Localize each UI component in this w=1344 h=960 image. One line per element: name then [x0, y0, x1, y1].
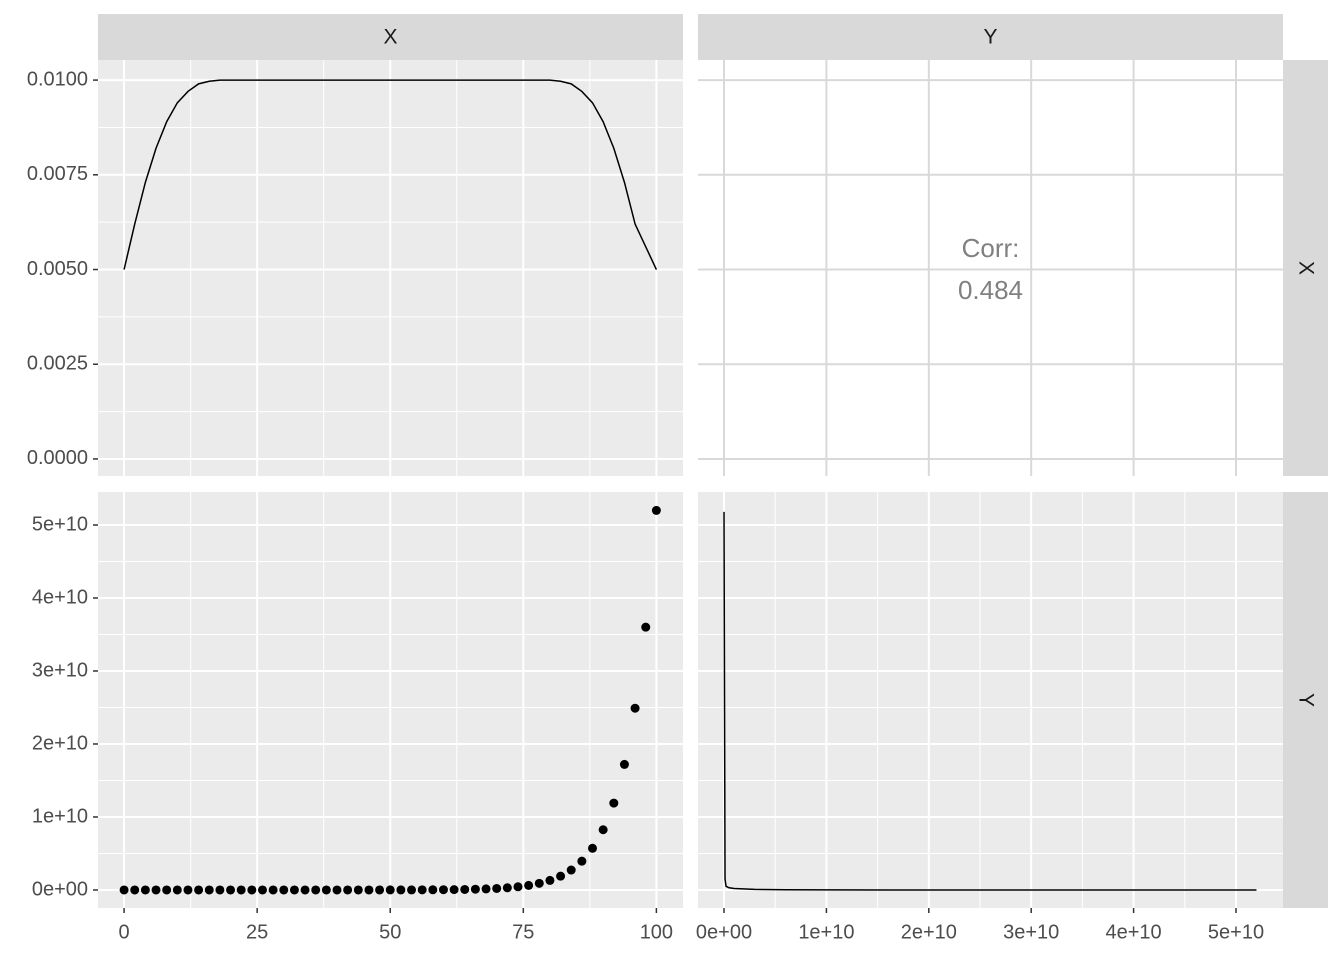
point — [364, 885, 374, 895]
point — [545, 875, 555, 885]
panel-background — [698, 492, 1283, 908]
point — [321, 885, 331, 895]
x-tick-label: 1e+10 — [798, 921, 854, 943]
strip — [98, 14, 683, 60]
point — [289, 885, 299, 895]
point — [226, 885, 236, 895]
point — [460, 884, 470, 894]
point — [151, 885, 161, 895]
point — [332, 885, 342, 895]
point — [215, 885, 225, 895]
x-tick-label: 3e+10 — [1003, 921, 1059, 943]
y-tick-label: 0e+00 — [32, 878, 88, 900]
x-tick-label: 4e+10 — [1106, 921, 1162, 943]
strip — [698, 14, 1283, 60]
y-tick-label: 0.0075 — [27, 163, 88, 185]
strip-label: Y — [1294, 693, 1317, 707]
point — [172, 885, 182, 895]
point — [396, 885, 406, 895]
point — [162, 885, 172, 895]
point — [588, 843, 598, 853]
y-tick-label: 2e+10 — [32, 732, 88, 754]
point — [502, 883, 512, 893]
x-tick-label: 0 — [119, 921, 130, 943]
strip-label: X — [383, 26, 397, 49]
point — [353, 885, 363, 895]
point — [651, 505, 661, 515]
strip — [1283, 492, 1328, 908]
x-tick-label: 75 — [512, 921, 534, 943]
point — [417, 885, 427, 895]
point — [204, 885, 214, 895]
y-tick-label: 0.0000 — [27, 447, 88, 469]
y-tick-label: 0.0100 — [27, 68, 88, 90]
point — [140, 885, 150, 895]
point — [247, 885, 257, 895]
strip-label: X — [1294, 261, 1317, 275]
point — [598, 825, 608, 835]
point — [279, 885, 289, 895]
x-tick-label: 100 — [640, 921, 673, 943]
point — [183, 885, 193, 895]
point — [641, 622, 651, 632]
point — [524, 880, 534, 890]
point — [375, 885, 385, 895]
density-line — [723, 511, 1257, 891]
y-tick-label: 0.0050 — [27, 258, 88, 280]
point — [407, 885, 417, 895]
panel — [98, 492, 683, 908]
x-tick-label: 5e+10 — [1208, 921, 1264, 943]
point — [236, 885, 246, 895]
corr-label: Corr: — [962, 233, 1020, 263]
x-tick-label: 0e+00 — [696, 921, 752, 943]
point — [130, 885, 140, 895]
strip-label: Y — [983, 26, 997, 49]
point — [268, 885, 278, 895]
point — [556, 871, 566, 881]
y-tick-label: 3e+10 — [32, 659, 88, 681]
point — [481, 884, 491, 894]
point — [630, 703, 640, 713]
point — [300, 885, 310, 895]
point — [194, 885, 204, 895]
point — [577, 856, 587, 866]
point — [513, 882, 523, 892]
y-tick-label: 0.0025 — [27, 353, 88, 375]
point — [385, 885, 395, 895]
x-tick-label: 50 — [379, 921, 401, 943]
corr-value: 0.484 — [958, 275, 1023, 305]
panel-background — [698, 60, 1283, 476]
point — [311, 885, 321, 895]
point — [492, 883, 502, 893]
x-tick-label: 25 — [246, 921, 268, 943]
point — [566, 865, 576, 875]
point — [534, 878, 544, 888]
point — [470, 884, 480, 894]
panel — [698, 492, 1283, 908]
point — [438, 885, 448, 895]
point — [119, 885, 129, 895]
strip — [1283, 60, 1328, 476]
point — [449, 885, 459, 895]
point — [428, 885, 438, 895]
density-line — [123, 79, 658, 270]
point — [257, 885, 267, 895]
y-tick-label: 4e+10 — [32, 586, 88, 608]
point — [619, 759, 629, 769]
point — [609, 798, 619, 808]
y-tick-label: 5e+10 — [32, 513, 88, 535]
panel — [698, 60, 1283, 476]
x-tick-label: 2e+10 — [901, 921, 957, 943]
point — [343, 885, 353, 895]
y-tick-label: 1e+10 — [32, 805, 88, 827]
panel — [98, 60, 683, 476]
